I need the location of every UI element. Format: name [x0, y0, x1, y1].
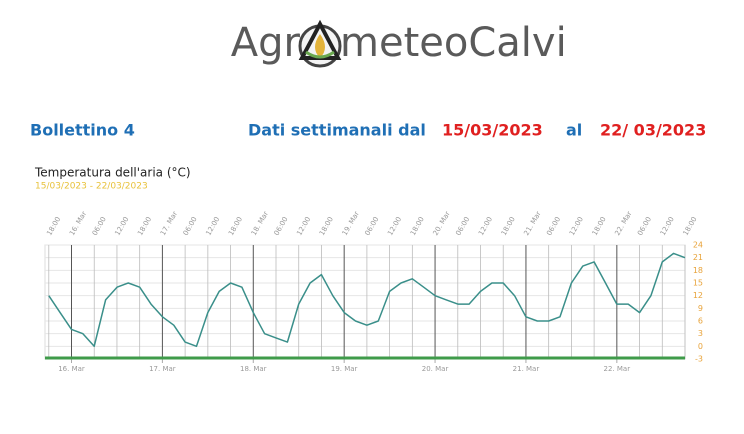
x-top-tick-label: 12:00: [568, 216, 585, 237]
x-top-tick-label: 06:00: [636, 216, 653, 237]
x-top-tick-label: 22. Mar: [613, 210, 633, 237]
x-top-tick-label: 06:00: [273, 216, 290, 237]
x-top-tick-label: 18:00: [591, 216, 608, 237]
x-top-tick-label: 06:00: [363, 216, 380, 237]
logo-text-right: meteoCalvi: [340, 20, 567, 66]
x-tick-label: 16. Mar: [58, 365, 85, 373]
x-tick-label: 21. Mar: [513, 365, 540, 373]
x-top-tick-label: 12:00: [204, 216, 221, 237]
x-top-tick-label: 12:00: [477, 216, 494, 237]
date-from: 15/03/2023: [442, 121, 543, 140]
x-tick-label: 20. Mar: [422, 365, 449, 373]
x-top-tick-label: 12:00: [659, 216, 676, 237]
x-top-tick-label: 18:00: [227, 216, 244, 237]
y-tick-label: -3: [695, 355, 703, 364]
x-top-tick-label: 19. Mar: [341, 210, 361, 237]
x-top-tick-label: 20. Mar: [432, 210, 452, 237]
x-top-tick-label: 16. Mar: [68, 210, 88, 237]
x-top-tick-label: 12:00: [113, 216, 130, 237]
chart-subtitle: 15/03/2023 - 22/03/2023: [35, 182, 148, 192]
y-tick-label: 18: [693, 266, 703, 275]
x-top-tick-label: 18. Mar: [250, 210, 270, 237]
date-to: 22/ 03/2023: [600, 121, 706, 140]
x-top-tick-label: 06:00: [454, 216, 471, 237]
chart-title: Temperatura dell'aria (°C): [34, 166, 191, 180]
y-tick-label: 21: [693, 253, 703, 262]
period-label: Dati settimanali dal: [248, 121, 426, 140]
x-top-tick-label: 06:00: [91, 216, 108, 237]
y-tick-label: 12: [693, 291, 703, 300]
logo: Agr meteoCalvi: [231, 19, 567, 68]
x-top-tick-label: 18:00: [682, 216, 699, 237]
x-top-tick-label: 12:00: [386, 216, 403, 237]
y-tick-label: 6: [698, 317, 703, 326]
x-top-tick-label: 06:00: [545, 216, 562, 237]
plot-area: [44, 244, 686, 360]
x-tick-label: 22. Mar: [604, 365, 631, 373]
x-tick-label: 17. Mar: [149, 365, 176, 373]
x-top-tick-label: 12:00: [295, 216, 312, 237]
y-tick-label: 0: [698, 342, 703, 351]
x-top-tick-label: 18:00: [45, 216, 62, 237]
x-top-tick-label: 18:00: [318, 216, 335, 237]
x-top-tick-label: 18:00: [500, 216, 517, 237]
x-top-tick-label: 17. Mar: [159, 210, 179, 237]
y-tick-label: 24: [693, 241, 703, 250]
x-top-tick-label: 21. Mar: [522, 210, 542, 237]
x-tick-label: 19. Mar: [331, 365, 358, 373]
y-tick-label: 3: [698, 329, 703, 338]
x-tick-label: 18. Mar: [240, 365, 267, 373]
y-tick-label: 9: [698, 304, 703, 313]
to-label: al: [566, 121, 582, 140]
x-top-tick-label: 18:00: [136, 216, 153, 237]
x-top-tick-label: 06:00: [182, 216, 199, 237]
y-tick-label: 15: [693, 279, 703, 288]
logo-icon: [298, 19, 342, 68]
logo-text-left: Agr: [231, 20, 301, 66]
x-top-tick-label: 18:00: [409, 216, 426, 237]
temperature-line: [48, 252, 686, 348]
bulletin-label: Bollettino 4: [30, 121, 135, 140]
